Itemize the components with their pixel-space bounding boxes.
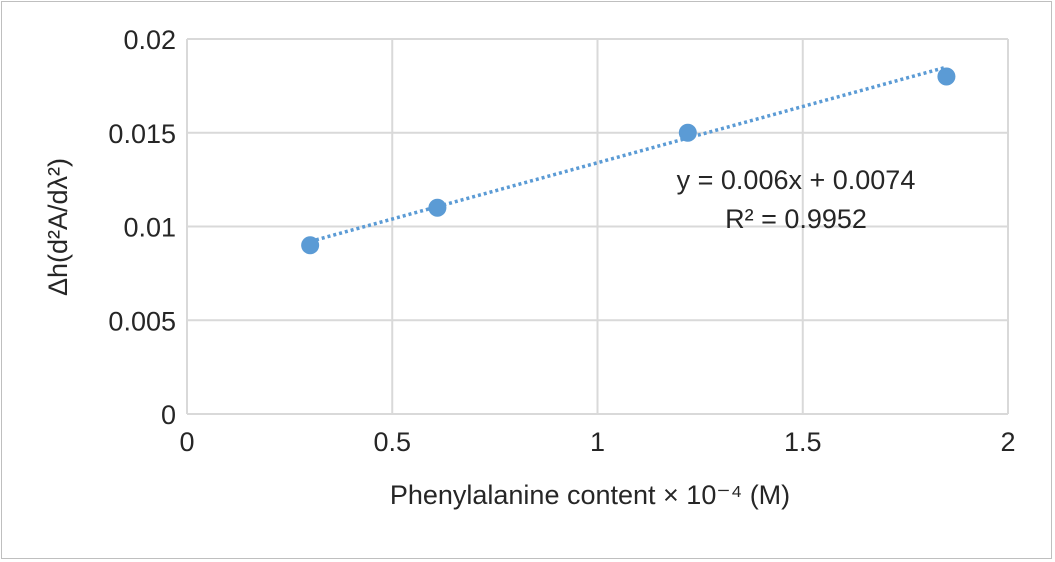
y-tick-label: 0.015 <box>108 119 176 149</box>
x-axis-title: Phenylalanine content × 10⁻⁴ (M) <box>390 480 790 510</box>
x-axis-ticks: 0 0.5 1 1.5 2 <box>179 427 1015 457</box>
y-tick-label: 0.005 <box>108 306 176 336</box>
data-point <box>937 67 956 86</box>
y-axis-ticks: 0 0.005 0.01 0.015 0.02 <box>108 25 176 430</box>
y-axis-title: Δh(d²A/dλ²) <box>43 158 73 296</box>
data-points <box>301 67 956 255</box>
trendline-equation: y = 0.006x + 0.0074 <box>677 165 916 195</box>
y-tick-label: 0.02 <box>123 25 176 55</box>
x-tick-label: 0.5 <box>373 427 411 457</box>
x-tick-label: 2 <box>1000 427 1015 457</box>
trendline-r-squared: R² = 0.9952 <box>725 204 867 234</box>
x-tick-label: 0 <box>179 427 194 457</box>
x-tick-label: 1.5 <box>784 427 822 457</box>
y-tick-label: 0.01 <box>123 213 176 243</box>
x-tick-label: 1 <box>590 427 605 457</box>
data-point <box>678 123 697 142</box>
y-tick-label: 0 <box>161 400 176 430</box>
grid-lines <box>186 38 1009 415</box>
data-point <box>301 236 320 255</box>
trendline <box>309 65 947 244</box>
data-point <box>428 198 447 217</box>
